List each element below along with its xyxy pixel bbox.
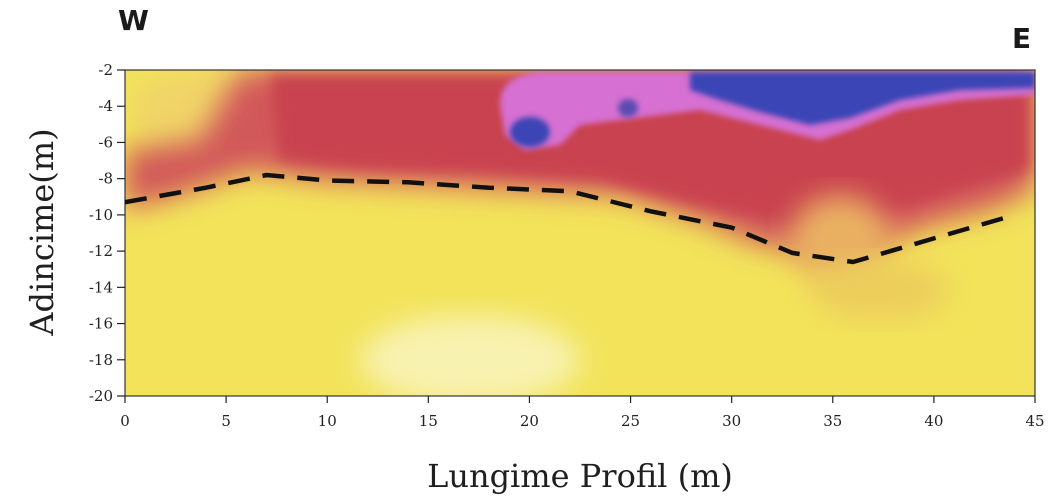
- y-tick-label: -12: [89, 242, 113, 260]
- heatmap-field: [125, 70, 1035, 396]
- x-tick-label: 25: [621, 412, 640, 430]
- y-axis: -2 -4 -6 -8 -10 -12 -14 -16 -18 -20: [89, 61, 125, 405]
- blue-spot: [618, 99, 638, 117]
- blue-zone-east: [690, 72, 1035, 125]
- y-tick-label: -18: [89, 351, 113, 369]
- y-tick-label: -2: [98, 61, 113, 79]
- x-tick-label: 20: [520, 412, 539, 430]
- y-tick-label: -4: [98, 97, 113, 115]
- x-tick-label: 15: [419, 412, 438, 430]
- y-tick-label: -10: [89, 206, 113, 224]
- x-tick-label: 45: [1025, 412, 1044, 430]
- plot-frame: [124, 69, 1036, 397]
- y-tick-label: -20: [89, 387, 113, 405]
- east-direction-label: E: [1012, 22, 1032, 55]
- x-tick-label: 0: [120, 412, 130, 430]
- x-tick-label: 10: [318, 412, 337, 430]
- x-axis-title: Lungime Profil (m): [427, 457, 733, 495]
- interface-dashed-line: [124, 172, 1016, 265]
- orange-patch-deep: [810, 260, 950, 320]
- y-axis-title: Adincime(m): [23, 128, 61, 336]
- west-direction-label: W: [118, 4, 149, 37]
- x-tick-label: 5: [221, 412, 231, 430]
- x-tick-label: 35: [823, 412, 842, 430]
- y-tick-label: -14: [89, 278, 113, 296]
- y-tick-label: -8: [98, 170, 113, 188]
- blue-zone-west: [510, 117, 550, 147]
- x-axis: 0 5 10 15 20 25 30 35 40 45: [120, 396, 1045, 430]
- x-tick-label: 40: [924, 412, 943, 430]
- x-tick-label: 30: [722, 412, 741, 430]
- y-tick-label: -16: [89, 315, 113, 333]
- light-yellow-zone: [360, 315, 580, 396]
- y-tick-label: -6: [98, 133, 113, 151]
